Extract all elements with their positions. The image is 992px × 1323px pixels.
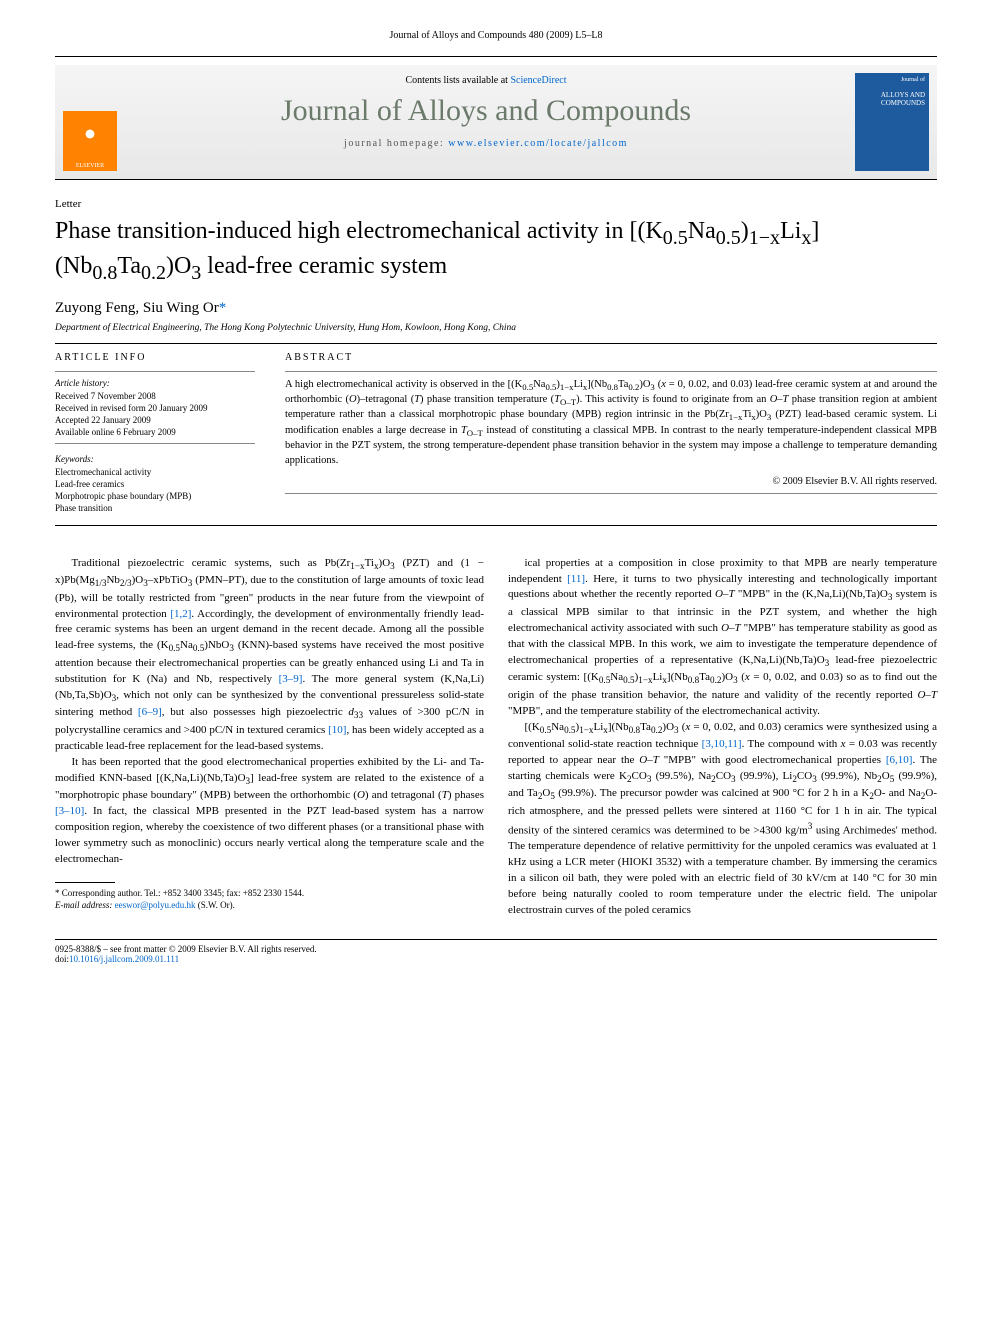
history-online: Available online 6 February 2009	[55, 427, 255, 437]
masthead-right: Journal of ALLOYS AND COMPOUNDS	[847, 65, 937, 179]
cover-title: ALLOYS AND COMPOUNDS	[859, 91, 925, 108]
body-p1: Traditional piezoelectric ceramic system…	[55, 556, 484, 755]
journal-cover-thumbnail: Journal of ALLOYS AND COMPOUNDS	[855, 73, 929, 171]
email-who: (S.W. Or).	[198, 900, 235, 910]
abstract-head: ABSTRACT	[285, 352, 937, 363]
keyword-0: Electromechanical activity	[55, 467, 255, 477]
thin-rule-3	[285, 371, 937, 372]
abstract-text: A high electromechanical activity is obs…	[285, 378, 937, 469]
article-info-head: ARTICLE INFO	[55, 352, 255, 363]
keyword-2: Morphotropic phase boundary (MPB)	[55, 491, 255, 501]
thin-rule-1	[55, 371, 255, 372]
masthead: ELSEVIER Contents lists available at Sci…	[55, 65, 937, 180]
contents-line: Contents lists available at ScienceDirec…	[125, 75, 847, 86]
history-accepted: Accepted 22 January 2009	[55, 415, 255, 425]
footer-copyright: 0925-8388/$ – see front matter © 2009 El…	[55, 944, 317, 954]
homepage-line: journal homepage: www.elsevier.com/locat…	[125, 138, 847, 149]
top-rule	[55, 56, 937, 57]
article-info: ARTICLE INFO Article history: Received 7…	[55, 352, 255, 515]
abstract-block: ABSTRACT A high electromechanical activi…	[285, 352, 937, 515]
body-p3: ical properties at a composition in clos…	[508, 556, 937, 720]
body-columns: Traditional piezoelectric ceramic system…	[55, 556, 937, 920]
doi-prefix: doi:	[55, 954, 69, 964]
keywords-label: Keywords:	[55, 454, 255, 464]
article-title: Phase transition-induced high electromec…	[55, 216, 937, 286]
copyright: © 2009 Elsevier B.V. All rights reserved…	[285, 476, 937, 487]
keyword-1: Lead-free ceramics	[55, 479, 255, 489]
footer: 0925-8388/$ – see front matter © 2009 El…	[55, 939, 937, 964]
footnote-corr: * Corresponding author. Tel.: +852 3400 …	[55, 887, 484, 899]
thin-rule-2	[55, 443, 255, 444]
running-head: Journal of Alloys and Compounds 480 (200…	[55, 30, 937, 41]
masthead-left: ELSEVIER	[55, 65, 125, 179]
elsevier-label: ELSEVIER	[76, 163, 104, 169]
rule-1	[55, 343, 937, 344]
journal-name: Journal of Alloys and Compounds	[125, 94, 847, 128]
sciencedirect-link[interactable]: ScienceDirect	[510, 75, 566, 86]
email-label: E-mail address:	[55, 900, 112, 910]
masthead-center: Contents lists available at ScienceDirec…	[125, 65, 847, 179]
affiliation: Department of Electrical Engineering, Th…	[55, 323, 937, 333]
rule-2	[55, 525, 937, 526]
elsevier-logo: ELSEVIER	[63, 111, 117, 171]
cover-small-text: Journal of	[859, 77, 925, 83]
history-label: Article history:	[55, 378, 255, 388]
footer-doi: doi:10.1016/j.jallcom.2009.01.111	[55, 954, 317, 964]
authors: Zuyong Feng, Siu Wing Or*	[55, 300, 937, 317]
history-received: Received 7 November 2008	[55, 391, 255, 401]
footnote-separator	[55, 882, 115, 883]
email-link[interactable]: eeswor@polyu.edu.hk	[115, 900, 196, 910]
body-p4: [(K0.5Na0.5)1−xLix](Nb0.8Ta0.2)O3 (x = 0…	[508, 720, 937, 920]
footnote-email: E-mail address: eeswor@polyu.edu.hk (S.W…	[55, 899, 484, 911]
homepage-prefix: journal homepage:	[344, 138, 448, 149]
history-revised: Received in revised form 20 January 2009	[55, 403, 255, 413]
meta-row: ARTICLE INFO Article history: Received 7…	[55, 352, 937, 515]
doi-link[interactable]: 10.1016/j.jallcom.2009.01.111	[69, 954, 179, 964]
thin-rule-4	[285, 493, 937, 494]
footer-left: 0925-8388/$ – see front matter © 2009 El…	[55, 944, 317, 964]
body-p2: It has been reported that the good elect…	[55, 755, 484, 868]
keyword-3: Phase transition	[55, 503, 255, 513]
contents-prefix: Contents lists available at	[405, 75, 510, 86]
homepage-link[interactable]: www.elsevier.com/locate/jallcom	[448, 138, 628, 149]
letter-label: Letter	[55, 198, 937, 210]
